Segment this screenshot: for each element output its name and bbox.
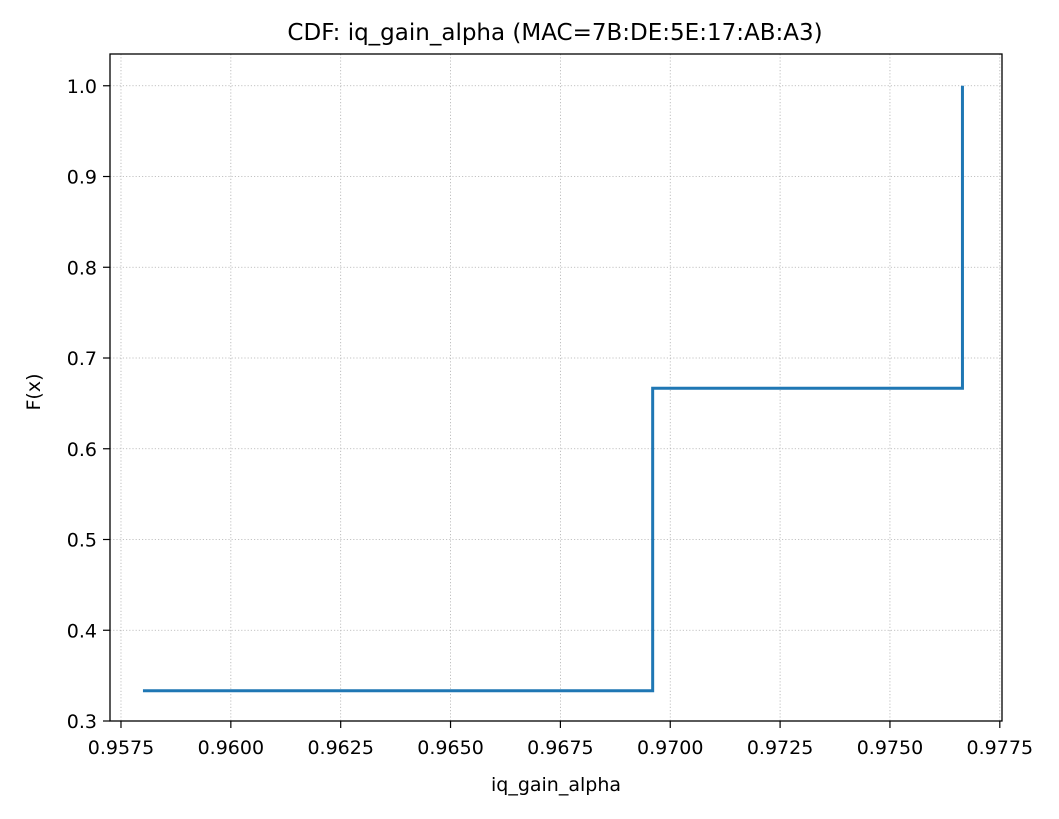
- x-tick-label: 0.9650: [417, 737, 483, 759]
- y-tick-label: 0.6: [67, 439, 97, 461]
- y-tick-label: 0.5: [67, 530, 97, 552]
- x-tick-label: 0.9700: [637, 737, 703, 759]
- y-tick-label: 0.7: [67, 348, 97, 370]
- x-tick-label: 0.9625: [307, 737, 373, 759]
- chart-title: CDF: iq_gain_alpha (MAC=7B:DE:5E:17:AB:A…: [287, 20, 822, 46]
- x-axis-label: iq_gain_alpha: [491, 774, 621, 796]
- x-tick-label: 0.9775: [967, 737, 1033, 759]
- y-tick-label: 1.0: [67, 76, 97, 98]
- x-tick-label: 0.9575: [88, 737, 154, 759]
- plot-frame: [109, 53, 1003, 722]
- y-tick-label: 0.8: [67, 257, 97, 279]
- x-tick-label: 0.9675: [527, 737, 593, 759]
- x-axis-ticks: 0.9575 0.9600 0.9625 0.9650 0.9675 0.9700 0.97…: [88, 721, 1033, 759]
- y-tick-label: 0.9: [67, 167, 97, 189]
- y-tick-label: 0.3: [67, 711, 97, 733]
- x-tick-label: 0.9725: [747, 737, 813, 759]
- x-tick-label: 0.9600: [198, 737, 264, 759]
- y-tick-label: 0.4: [67, 620, 97, 642]
- x-tick-label: 0.9750: [857, 737, 923, 759]
- cdf-step-line: [142, 85, 964, 693]
- y-axis-ticks: 0.3 0.4 0.5 0.6 0.7 0.8 0.9 1.0: [67, 76, 110, 733]
- series-layer: [142, 85, 964, 693]
- y-axis-label: F(x): [23, 374, 45, 411]
